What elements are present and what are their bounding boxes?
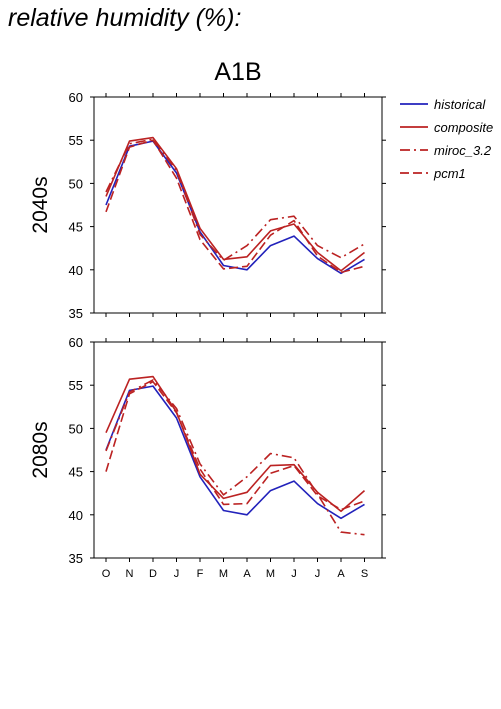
x-tick-label: A xyxy=(337,568,345,580)
x-tick-label: M xyxy=(266,568,275,580)
plot-frame xyxy=(93,341,383,559)
x-tick-label: S xyxy=(361,568,368,580)
y-tick-label: 45 xyxy=(69,220,83,235)
plot-frame xyxy=(93,96,383,314)
y-tick-label: 50 xyxy=(69,176,83,191)
series-line-composite xyxy=(105,375,366,513)
legend-label-miroc-3-2: miroc_3.2 xyxy=(434,143,492,158)
y-tick-label: 40 xyxy=(69,508,83,523)
series-line-composite xyxy=(105,136,365,272)
panel-label-2080s: 2080s xyxy=(29,421,52,478)
legend-label-historical: historical xyxy=(434,97,486,112)
series-line-pcm1 xyxy=(105,139,365,274)
y-tick-label: 55 xyxy=(69,378,83,393)
panel-label-2040s: 2040s xyxy=(29,176,52,233)
x-tick-label: O xyxy=(102,568,111,580)
x-tick-label: J xyxy=(174,568,180,580)
x-tick-label: N xyxy=(126,568,134,580)
series-line-historical xyxy=(105,385,365,520)
x-tick-label: J xyxy=(315,568,321,580)
y-tick-label: 35 xyxy=(69,551,83,566)
legend-label-composite: composite xyxy=(434,120,493,135)
y-tick-label: 45 xyxy=(69,465,83,480)
series-line-miroc-3-2 xyxy=(105,379,365,536)
y-tick-label: 55 xyxy=(69,133,83,148)
y-tick-label: 50 xyxy=(69,421,83,436)
x-tick-label: D xyxy=(149,568,157,580)
y-tick-label: 40 xyxy=(69,263,83,278)
series-line-miroc-3-2 xyxy=(105,138,365,262)
x-tick-label: J xyxy=(291,568,297,580)
y-tick-label: 60 xyxy=(69,90,83,105)
x-tick-label: A xyxy=(243,568,251,580)
y-tick-label: 60 xyxy=(69,335,83,350)
legend-label-pcm1: pcm1 xyxy=(433,166,466,181)
page-title: relative humidity (%): xyxy=(8,4,242,32)
scenario-title: A1B xyxy=(214,58,261,86)
y-tick-label: 35 xyxy=(69,306,83,321)
series-line-pcm1 xyxy=(105,380,365,511)
x-tick-label: M xyxy=(219,568,228,580)
series-line-historical xyxy=(105,140,365,275)
x-tick-label: F xyxy=(197,568,204,580)
